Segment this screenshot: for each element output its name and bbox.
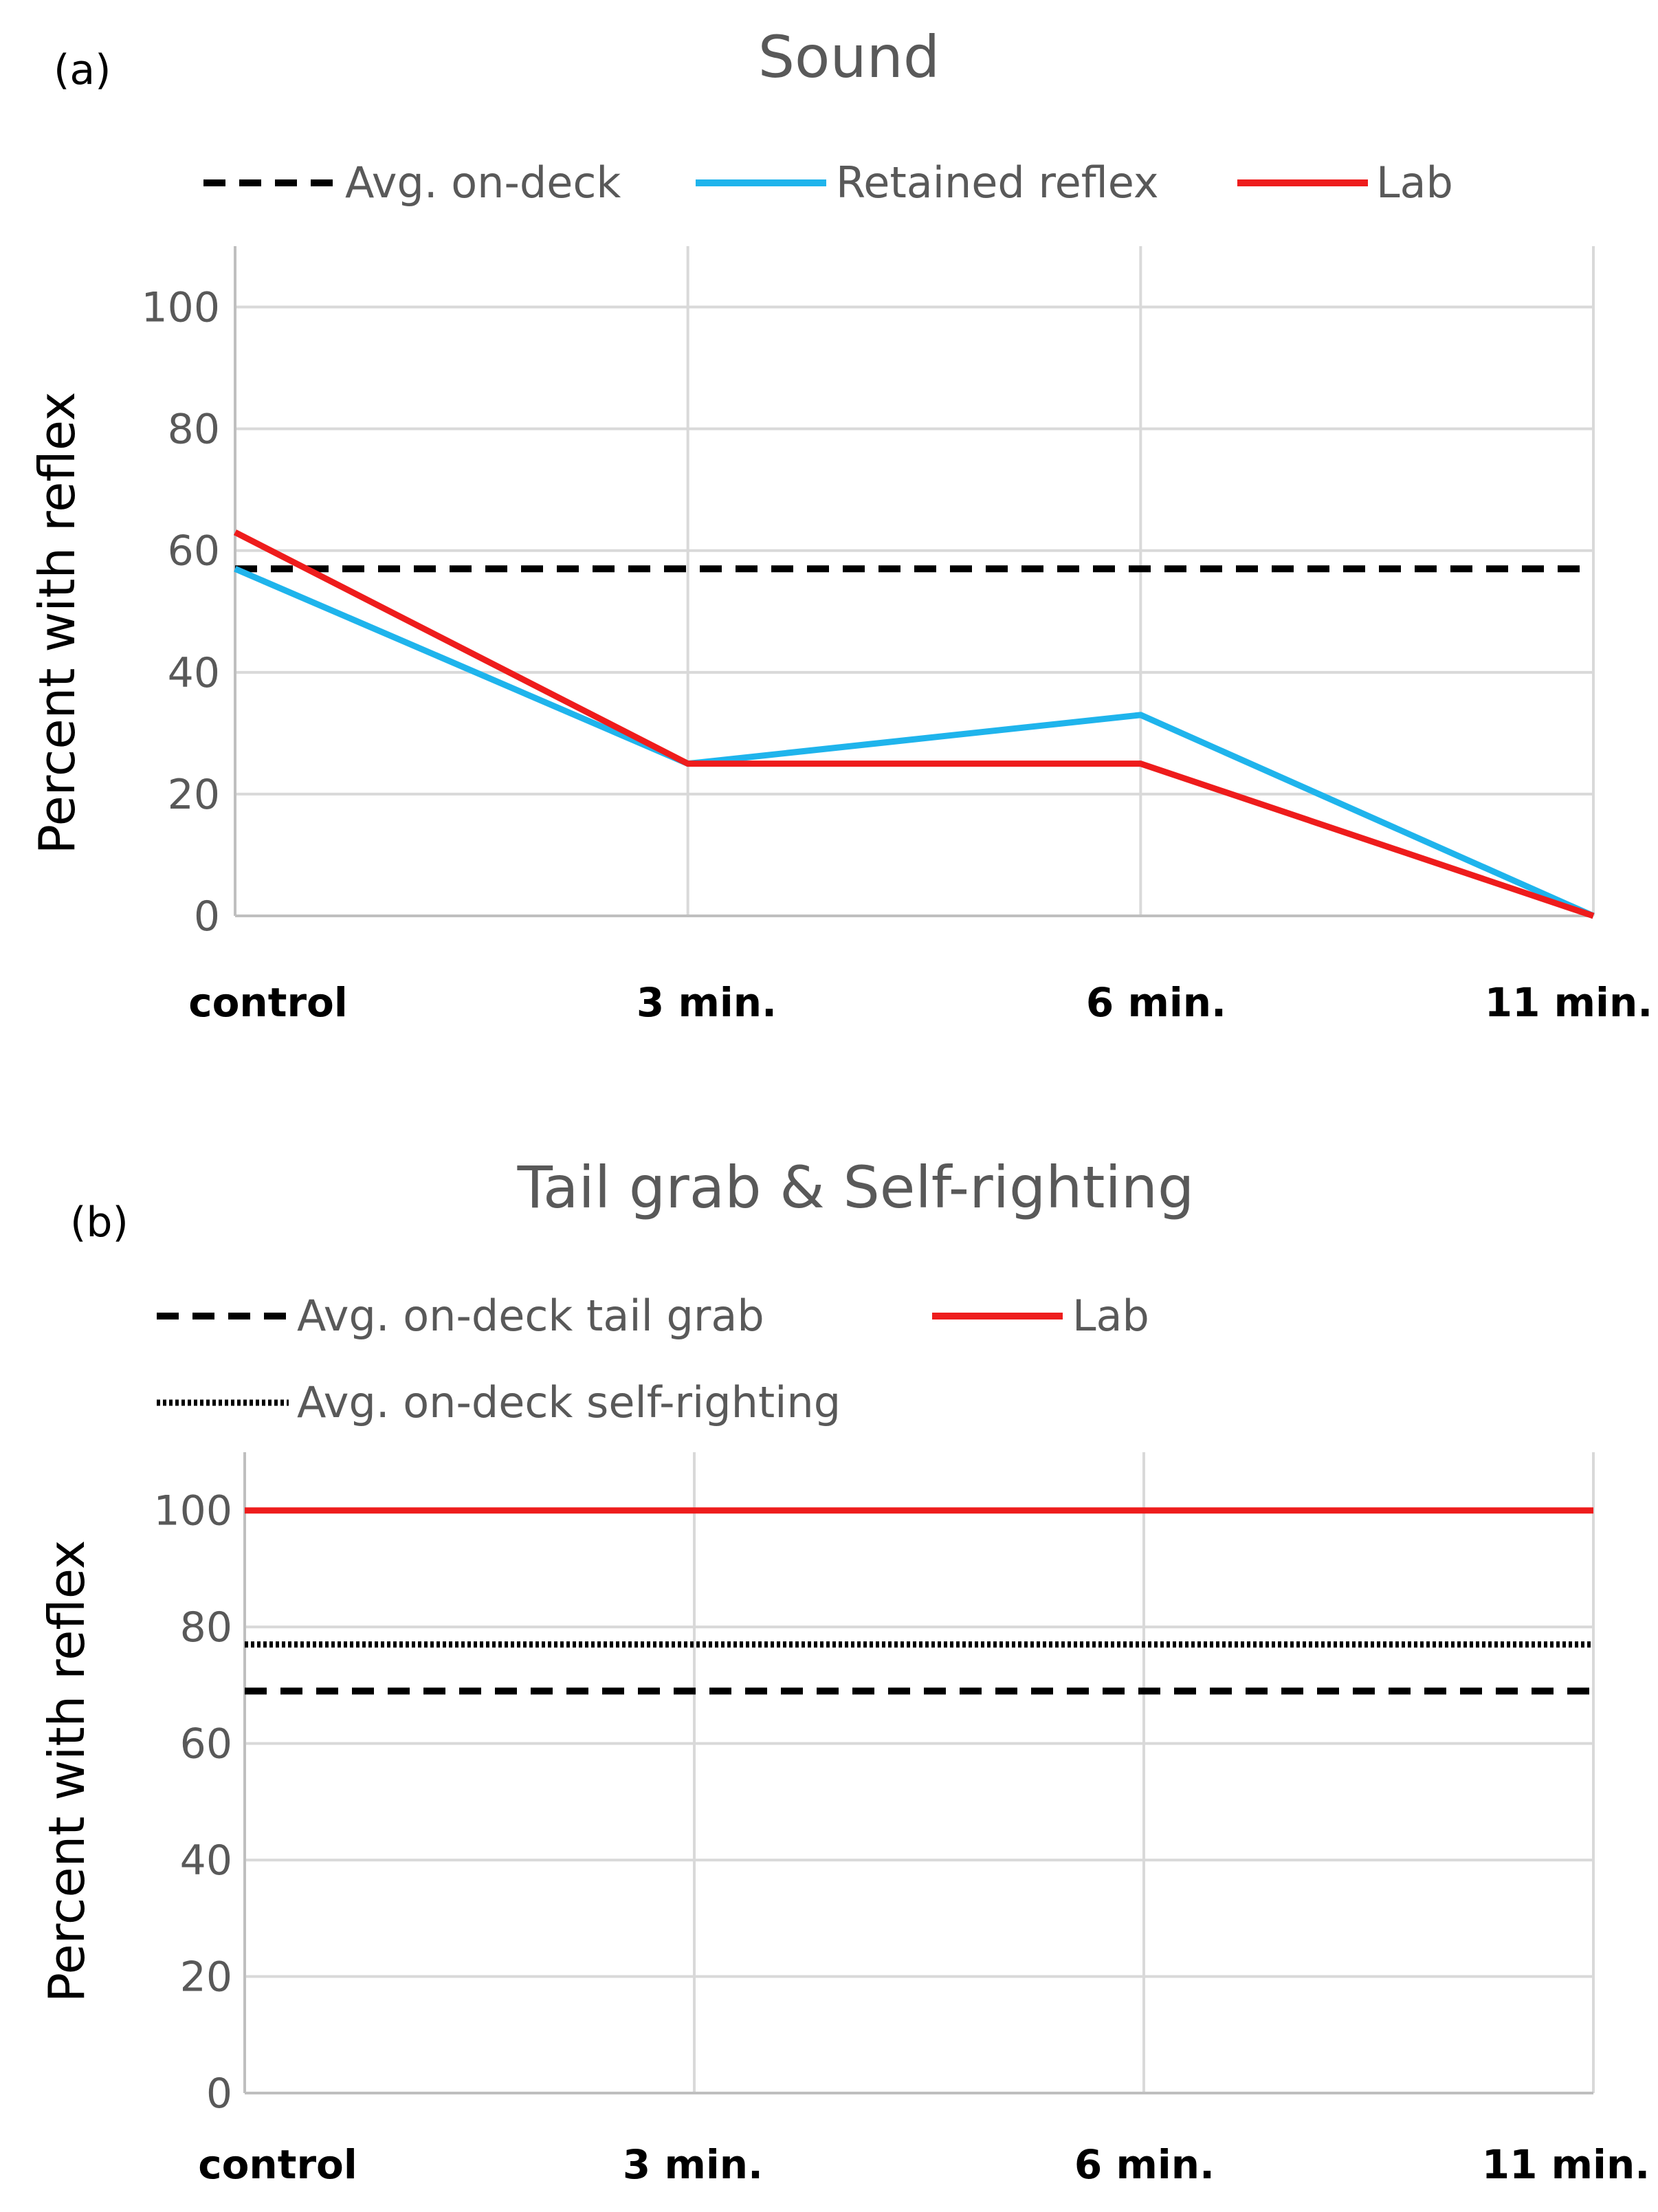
x-tick-label-sound-6-min: 6 min. [1086,979,1226,1026]
y-tick-label-sound-40: 40 [168,649,220,697]
series-line-sound-lab [233,529,1595,919]
y-axis-title-sound: Percent with reflex [28,392,86,855]
x-tick-label-tail-grab-6-min: 6 min. [1074,2141,1215,2188]
legend-item-lab: Lab [1237,157,1453,208]
chart-title-sound: Sound [758,23,940,91]
plot-area-sound: 0 20 40 60 80 100 control 3 min. 6 min. 11 min. [141,246,1653,1026]
legend-item-avg-on-deck: Avg. on-deck [203,157,621,208]
x-tick-label-sound-11-min: 11 min. [1485,979,1653,1026]
y-tick-label-tail-grab-80: 80 [180,1603,232,1652]
x-tick-label-sound-3-min: 3 min. [637,979,777,1026]
panel-label-b: (b) [70,1198,129,1247]
y-tick-label-sound-0: 0 [194,893,220,941]
legend-label-avg-on-deck-tail-grab: Avg. on-deck tail grab [297,1291,764,1341]
y-tick-label-tail-grab-40: 40 [180,1837,232,1885]
legend-item-lab-b: Lab [932,1291,1149,1341]
y-tick-label-sound-60: 60 [168,527,220,576]
legend-tail-grab: Avg. on-deck tail grab Lab Avg. on-deck … [157,1291,1149,1427]
y-tick-label-sound-80: 80 [168,406,220,454]
legend-label-retained-reflex: Retained reflex [836,157,1159,208]
y-tick-label-sound-100: 100 [141,284,220,332]
legend-label-lab-b: Lab [1072,1291,1149,1341]
chart-panel-sound: (a) Sound Avg. on-deck Retained reflex L… [28,23,1653,1026]
y-tick-label-tail-grab-20: 20 [180,1953,232,2002]
x-tick-label-tail-grab-3-min: 3 min. [623,2141,763,2188]
x-tick-label-sound-control: control [188,979,348,1026]
y-tick-label-sound-20: 20 [168,771,220,819]
panel-label-a: (a) [54,46,111,94]
y-tick-label-tail-grab-60: 60 [180,1720,232,1768]
legend-sound: Avg. on-deck Retained reflex Lab [203,157,1453,208]
legend-item-avg-on-deck-tail-grab: Avg. on-deck tail grab [157,1291,764,1341]
chart-panel-tail-grab: (b) Tail grab & Self-righting Avg. on-de… [38,1154,1650,2188]
legend-label-lab: Lab [1376,157,1453,208]
legend-label-avg-on-deck-self-righting: Avg. on-deck self-righting [297,1377,841,1427]
y-tick-label-tail-grab-100: 100 [153,1487,232,1535]
plot-area-tail-grab: 0 20 40 60 80 100 control 3 min. 6 min. 11 min. [153,1452,1650,2188]
series-line-sound-retained-reflex [234,566,1595,919]
y-axis-title-tail-grab: Percent with reflex [38,1540,96,2003]
chart-title-tail-grab: Tail grab & Self-righting [517,1154,1195,1221]
legend-label-avg-on-deck: Avg. on-deck [345,157,621,208]
legend-item-retained-reflex: Retained reflex [696,157,1159,208]
legend-item-avg-on-deck-self-righting: Avg. on-deck self-righting [157,1377,841,1427]
x-tick-label-tail-grab-control: control [198,2141,357,2188]
y-tick-label-tail-grab-0: 0 [206,2070,232,2118]
x-tick-label-tail-grab-11-min: 11 min. [1482,2141,1650,2188]
